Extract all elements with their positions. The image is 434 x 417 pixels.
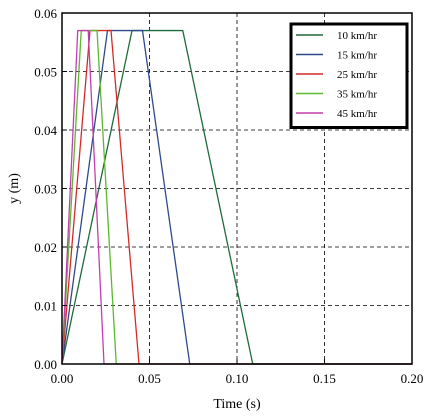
legend-label: 35 km/hr [337, 89, 377, 101]
x-tick-label: 0.10 [226, 371, 249, 386]
legend-label: 10 km/hr [337, 30, 377, 42]
y-tick-label: 0.04 [34, 123, 57, 138]
x-tick-label: 0.15 [313, 371, 336, 386]
grid-lines [62, 13, 412, 364]
x-tick-label: 0.05 [138, 371, 161, 386]
legend-label: 25 km/hr [337, 69, 377, 81]
legend-box [289, 22, 409, 129]
x-tick-label: 0.20 [401, 371, 424, 386]
legend-label: 15 km/hr [337, 50, 377, 62]
y-tick-label: 0.02 [34, 240, 57, 255]
legend-label: 45 km/hr [337, 108, 377, 120]
legend: 10 km/hr 15 km/hr 25 km/hr 35 km/hr 45 km/hr [289, 22, 409, 129]
x-axis-label: Time (s) [213, 397, 261, 412]
axis-ticks: 0.00 0.05 0.10 0.15 0.20 0.00 0.01 0.02 0.03 0.04… [34, 6, 423, 386]
y-tick-label: 0.01 [34, 299, 57, 314]
y-tick-label: 0.03 [34, 182, 57, 197]
x-tick-label: 0.00 [51, 371, 74, 386]
y-axis-label: y (m) [7, 173, 22, 204]
y-tick-label: 0.06 [34, 6, 57, 21]
y-tick-label: 0.05 [34, 65, 57, 80]
y-tick-label: 0.00 [34, 357, 57, 372]
